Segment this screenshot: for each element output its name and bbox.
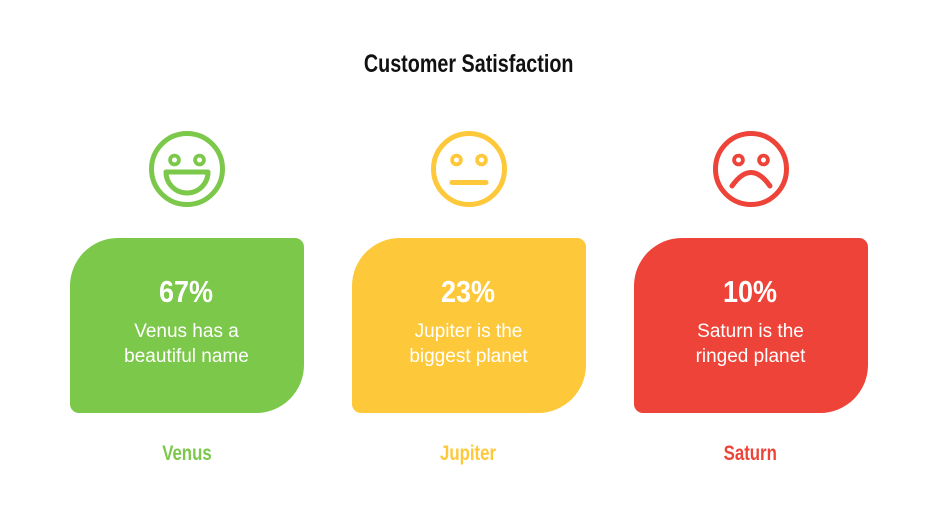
percent-value: 67% (159, 273, 214, 309)
stat-card-venus: 67% Venus has a beautiful name (69, 238, 304, 413)
description-line-1: Saturn is the (697, 320, 804, 342)
neutral-face-icon (429, 129, 509, 209)
stat-card-saturn: 10% Saturn is the ringed planet (633, 238, 868, 413)
planet-label-saturn: Saturn (723, 442, 778, 465)
description-line-2: ringed planet (695, 345, 806, 367)
happy-face-icon (147, 129, 227, 209)
planet-label-venus: Venus (161, 442, 212, 465)
description-line-1: Venus has a (134, 320, 239, 342)
description-line-2: beautiful name (124, 345, 249, 367)
page-title: Customer Satisfaction (0, 50, 937, 79)
percent-value: 10% (723, 273, 778, 309)
description-line-2: biggest planet (409, 345, 528, 367)
page-title-text: Customer Satisfaction (363, 50, 574, 78)
percent-value: 23% (441, 273, 496, 309)
column-venus: 67% Venus has a beautiful name Venus (69, 129, 304, 466)
stat-card-jupiter: 23% Jupiter is the biggest planet (351, 238, 586, 413)
card-description: Saturn is the ringed planet (696, 319, 806, 370)
satisfaction-columns: 67% Venus has a beautiful name Venus (0, 129, 937, 466)
card-description: Jupiter is the biggest planet (409, 319, 527, 370)
column-saturn: 10% Saturn is the ringed planet Saturn (633, 129, 868, 466)
planet-label-jupiter: Jupiter (440, 442, 497, 465)
card-description: Venus has a beautiful name (124, 319, 249, 370)
column-jupiter: 23% Jupiter is the biggest planet Jupite… (351, 129, 586, 466)
sad-face-icon (711, 129, 791, 209)
description-line-1: Jupiter is the (414, 320, 523, 342)
